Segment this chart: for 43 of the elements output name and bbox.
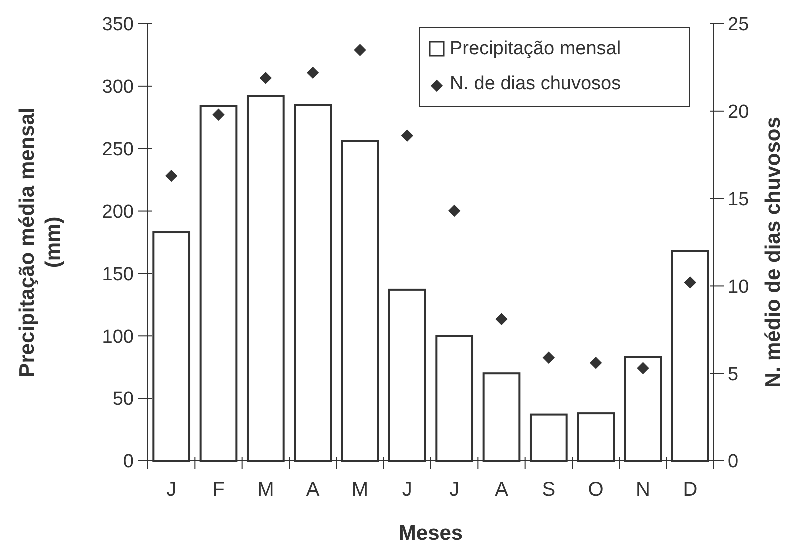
x-tick-label: M	[258, 479, 274, 501]
y-axis-title: Precipitação média mensal (mm)	[16, 108, 66, 378]
x-tick-label: O	[588, 479, 604, 501]
y-tick-label: 200	[102, 202, 134, 223]
y2-tick-label: 25	[728, 14, 750, 36]
x-axis-title: Meses	[398, 522, 464, 545]
point	[590, 357, 602, 370]
point	[354, 44, 366, 56]
point	[496, 313, 508, 326]
x-tick-label: D	[683, 479, 698, 501]
x-tick-label: S	[542, 479, 556, 501]
legend-label: Precipitação mensal	[450, 38, 622, 60]
y2-axis-title: N. médio de dias chuvosos	[762, 117, 785, 388]
x-tick-label: J	[402, 479, 412, 501]
y2-tick-label: 15	[728, 189, 750, 210]
point	[401, 130, 414, 142]
point	[165, 170, 178, 182]
y-tick-label: 300	[102, 77, 134, 98]
y-tick-label: 250	[102, 140, 134, 161]
point	[448, 204, 461, 218]
point	[212, 108, 225, 121]
x-tick-label: N	[636, 479, 650, 501]
y2-tick-label: 0	[728, 452, 739, 473]
legend-label: N. de dias chuvosos	[450, 74, 622, 95]
point	[306, 66, 320, 80]
x-tick-label: F	[212, 479, 225, 501]
point	[637, 362, 650, 374]
y-tick-label: 50	[112, 389, 134, 410]
x-tick-label: J	[450, 479, 460, 501]
y-tick-label: 0	[123, 452, 134, 473]
point	[684, 276, 697, 289]
x-tick-label: M	[352, 479, 369, 501]
point	[542, 352, 556, 364]
y-tick-label: 350	[102, 14, 134, 36]
x-tick-label: A	[495, 479, 510, 501]
y2-tick-label: 10	[728, 276, 750, 298]
x-tick-label: J	[166, 479, 177, 501]
y2-tick-label: 5	[728, 364, 739, 386]
point	[260, 72, 272, 84]
y-tick-label: 150	[102, 264, 134, 286]
x-tick-label: A	[306, 479, 320, 501]
y-tick-label: 100	[102, 326, 134, 348]
y2-tick-label: 20	[728, 102, 750, 124]
